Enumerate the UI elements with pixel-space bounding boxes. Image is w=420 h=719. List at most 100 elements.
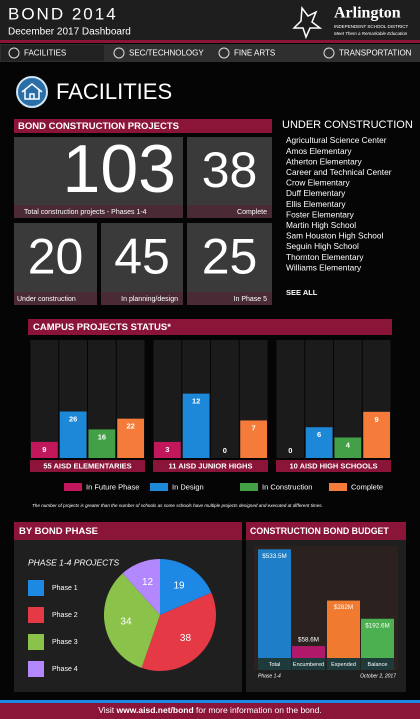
nav-label[interactable]: FINE ARTS — [234, 49, 275, 58]
data-label: 19 — [173, 581, 185, 592]
footer-link[interactable]: www.aisd.net/bond — [116, 705, 194, 715]
tile-label: In Phase 5 — [234, 296, 268, 303]
data-label: 9 — [42, 445, 46, 454]
logo-name: Arlington — [334, 5, 401, 22]
bar — [88, 429, 116, 458]
panel-title: BOND CONSTRUCTION PROJECTS — [18, 121, 179, 132]
list-item: Agricultural Science Center — [286, 135, 387, 145]
category-strip — [258, 658, 291, 670]
bar — [334, 437, 362, 458]
header-title: BOND 2014 — [8, 4, 118, 23]
header-accent — [0, 40, 420, 43]
column-bg — [211, 340, 239, 458]
logo-star — [292, 5, 323, 40]
list-item: Career and Technical Center — [286, 167, 392, 177]
see-all-link[interactable]: SEE ALL — [286, 288, 318, 297]
pie-slice — [103, 573, 160, 668]
tile-value: 25 — [202, 229, 258, 285]
bar — [240, 420, 267, 458]
legend-swatch — [64, 483, 82, 491]
tile-value: 103 — [63, 131, 176, 207]
nav-tab[interactable] — [211, 45, 314, 61]
legend-label: In Design — [172, 482, 204, 491]
data-label: $58.6M — [298, 637, 319, 644]
list-item: Williams Elementary — [286, 262, 362, 272]
chart-note: The number of projects is greater than t… — [32, 503, 323, 508]
nav: FACILITIES SEC/TECHNOLOGY FINE ARTS TRANSPO… — [1, 45, 419, 61]
tile-value: 20 — [28, 229, 84, 285]
group-label: 11 AISD JUNIOR HIGHS — [169, 461, 253, 470]
data-label: 4 — [346, 440, 351, 449]
group-label: 10 AISD HIGH SCHOOLS — [289, 461, 377, 470]
legend-swatch — [28, 580, 44, 596]
data-label: 16 — [98, 432, 106, 441]
list-item: Foster Elementary — [286, 209, 355, 219]
bar — [305, 427, 333, 458]
list-item: Seguin High School — [286, 241, 359, 251]
panel-header — [246, 522, 406, 540]
bar — [292, 646, 325, 658]
data-label: 9 — [375, 415, 379, 424]
data-label: 22 — [126, 422, 134, 431]
list-item: Martin High School — [286, 220, 356, 230]
tile — [14, 223, 97, 305]
nav-bar — [0, 44, 420, 62]
legend-label: Phase 2 — [52, 612, 78, 619]
tile — [187, 223, 272, 305]
group-label-bar — [153, 460, 268, 472]
tile — [14, 137, 183, 218]
tile — [187, 137, 272, 218]
nav-icon — [218, 47, 230, 59]
bar — [258, 549, 291, 658]
tile-label-strip — [14, 205, 183, 218]
data-label: 6 — [317, 430, 321, 439]
legend-swatch — [28, 634, 44, 650]
logo-sub: INDEPENDENT SCHOOL DISTRICT — [334, 24, 409, 29]
tile-label-strip — [14, 292, 97, 305]
list-item: Sam Houston High School — [286, 231, 383, 241]
tile-label: In planning/design — [121, 296, 178, 303]
list-title: UNDER CONSTRUCTION — [282, 119, 413, 131]
nav-icon — [113, 47, 125, 59]
footer-prefix: Visit — [98, 705, 115, 715]
bar — [117, 418, 144, 458]
bar — [154, 441, 181, 458]
nav-tab[interactable] — [316, 45, 419, 61]
nav-label[interactable]: SEC/TECHNOLOGY — [129, 49, 204, 58]
nav-label[interactable]: FACILITIES — [24, 49, 66, 58]
data-label: 3 — [165, 445, 169, 454]
category-label: Total — [269, 662, 281, 668]
data-label: 7 — [252, 423, 256, 432]
chart-title: CAMPUS PROJECTS STATUS* — [33, 322, 171, 333]
legend-swatch — [329, 483, 347, 491]
panel-header — [14, 522, 242, 540]
category-label: Encumbered — [293, 662, 324, 668]
budget-chart: $533.5M Total $58.6M Encumbered $282M Expende… — [258, 549, 394, 670]
group-label-bar — [30, 460, 145, 472]
chart-title: CONSTRUCTION BOND BUDGET — [250, 526, 389, 536]
nav-icon — [323, 47, 335, 59]
section-title: FACILITIES — [56, 79, 172, 104]
data-label: 0 — [223, 446, 227, 455]
chart-note: October 2, 2017 — [360, 673, 396, 679]
nav-tab[interactable] — [1, 45, 104, 61]
pie-chart: 19 Phase 1 38 Phase 2 34 Phase 3 12 Phase 4 — [28, 559, 216, 677]
tile-label-strip — [187, 292, 272, 305]
data-label: $533.5M — [262, 553, 287, 560]
legend-label: Phase 3 — [52, 639, 78, 646]
footer-text: Visit www.aisd.net/bond for more informa… — [98, 705, 321, 715]
tile-label-strip — [101, 292, 183, 305]
legend-swatch — [240, 483, 258, 491]
chart-title: BY BOND PHASE — [19, 526, 98, 537]
nav-tab[interactable] — [106, 45, 209, 61]
data-label: 26 — [69, 414, 77, 423]
list-item: Amos Elementary — [286, 146, 352, 156]
tile-label: Complete — [237, 209, 267, 216]
list-item: Ellis Elementary — [286, 199, 346, 209]
tiles: 103 Total construction projects - Phases … — [14, 131, 272, 305]
column-bg — [30, 340, 59, 458]
nav-label[interactable]: TRANSPORTATION — [339, 49, 412, 58]
category-strip — [292, 658, 325, 670]
